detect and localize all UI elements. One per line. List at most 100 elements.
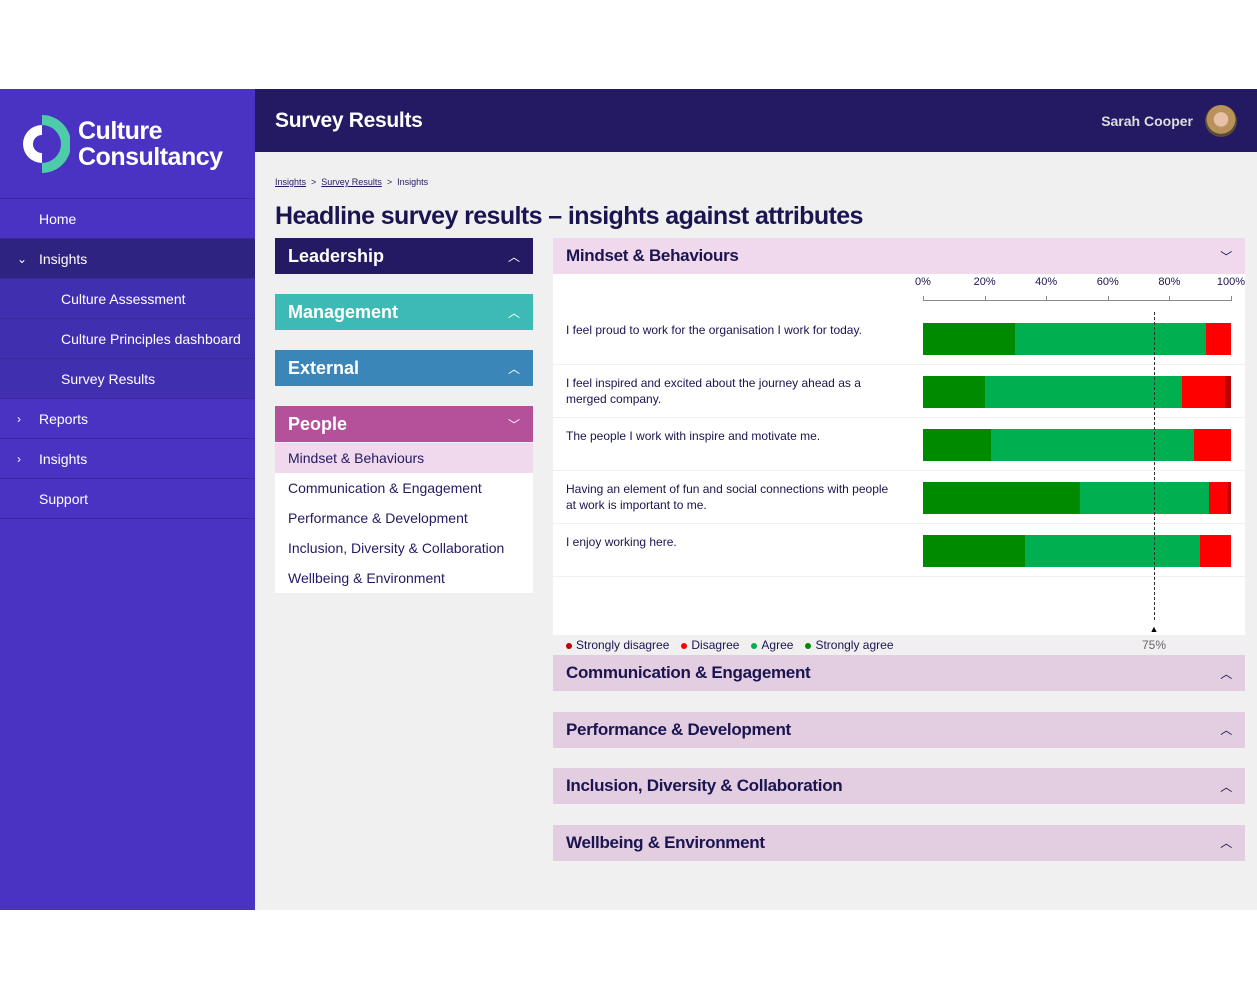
panel-title: Mindset & Behaviours [566,246,739,265]
stacked-bar [923,376,1231,408]
people-subitem[interactable]: Wellbeing & Environment [288,570,445,586]
chevron-up-icon: ︿ [1220,779,1232,794]
panel-title: Inclusion, Diversity & Collaboration [566,776,843,795]
question-label: I feel inspired and excited about the jo… [566,376,861,406]
sidebar: Culture Consultancy Home ⌄ Insights Culture … [0,89,255,910]
legend-item: Agree [751,638,799,652]
sidebar-item-insights[interactable]: ⌄ Insights [0,239,255,279]
x-tick-label: 40% [1035,276,1058,288]
x-tick-mark [1231,296,1232,301]
bar-segment-agree[interactable] [1024,535,1201,567]
sidebar-item-label: Reports [39,410,89,427]
breadcrumb-link-survey-results[interactable]: Survey Results [321,177,382,187]
bar-segment-disagree[interactable] [1209,482,1228,514]
sidebar-item-label: Home [39,210,77,227]
chevron-up-icon: ︿ [1220,723,1232,737]
stacked-bar [923,323,1231,355]
section-panel: Performance & Development ︿ [553,711,1245,748]
legend-label: Disagree [691,638,740,652]
legend-dot-icon [566,642,572,649]
legend-item: Disagree [681,638,745,652]
user-name[interactable]: Sarah Cooper [1101,112,1193,129]
page-title: Headline survey results – insights again… [275,202,863,230]
bar-segment-disagree[interactable] [1200,535,1231,567]
bar-segment-strongly-agree[interactable] [923,376,985,408]
x-tick-label: 100% [1216,276,1246,288]
chart-row: I feel proud to work for the organisatio… [553,312,1245,365]
bar-segment-strongly-agree[interactable] [923,482,1081,514]
sidebar-item-label: Insights [39,450,88,467]
brand-line2: Consultancy [78,142,223,171]
sidebar-item-reports[interactable]: › Reports [0,399,255,439]
sidebar-item-culture-principles-dashboard[interactable]: Culture Principles dashboard [0,319,255,359]
bar-segment-disagree[interactable] [1194,429,1231,461]
avatar[interactable] [1205,104,1237,137]
legend-label: Strongly disagree [576,638,670,652]
chevron-right-icon: › [17,411,21,426]
bar-segment-agree[interactable] [990,429,1195,461]
sidebar-item-label: Culture Assessment [61,290,186,307]
bar-segment-strongly-agree[interactable] [923,535,1025,567]
sidebar-item-label: Insights [39,250,88,267]
breadcrumb-link-insights[interactable]: Insights [275,177,307,187]
bar-segment-strongly-disagree[interactable] [1227,482,1231,514]
category-external[interactable]: External ︿ [275,350,533,386]
bar-segment-strongly-agree[interactable] [923,323,1016,355]
bar-segment-strongly-disagree[interactable] [1224,376,1231,408]
category-label: Leadership [288,245,385,266]
logo[interactable]: Culture Consultancy [0,89,255,199]
panel-header[interactable]: Performance & Development ︿ [553,711,1245,748]
top-bar: Survey Results Sarah Cooper [255,89,1257,152]
category-management[interactable]: Management ︿ [275,294,533,330]
sidebar-item-survey-results[interactable]: Survey Results [0,359,255,399]
bar-segment-disagree[interactable] [1181,376,1225,408]
panel-header[interactable]: Wellbeing & Environment ︿ [553,824,1245,861]
bar-segment-agree[interactable] [1080,482,1210,514]
stacked-bar [923,482,1231,514]
bar-segment-agree[interactable] [1015,323,1207,355]
legend-label: Strongly agree [815,638,894,652]
people-subitem[interactable]: Mindset & Behaviours [275,443,533,473]
brand-line1: Culture [78,116,162,145]
panel-header[interactable]: Mindset & Behaviours ﹀ [553,238,1245,274]
panel-header[interactable]: Communication & Engagement ︿ [553,655,1245,691]
stacked-bar [923,535,1231,567]
x-tick-mark [1107,296,1109,301]
question-label: Having an element of fun and social conn… [566,482,889,512]
bar-segment-strongly-agree[interactable] [923,429,991,461]
sidebar-item-home[interactable]: Home [0,199,255,239]
bar-segment-agree[interactable] [984,376,1182,408]
x-tick-label: 20% [973,276,996,288]
sidebar-item-support[interactable]: Support [0,479,255,519]
sidebar-item-label: Culture Principles dashboard [61,330,241,347]
people-subitem[interactable]: Inclusion, Diversity & Collaboration [288,540,505,556]
people-subitem[interactable]: Communication & Engagement [288,480,482,496]
chart-row: I enjoy working here. [553,524,1245,577]
category-leadership[interactable]: Leadership ︿ [275,238,533,274]
breadcrumb-current: Insights [397,177,429,187]
section-panel: Inclusion, Diversity & Collaboration ︿ [553,768,1245,804]
chevron-up-icon: ︿ [507,249,520,264]
legend: Strongly disagree Disagree Agree Strongly a… [566,638,906,652]
chevron-up-icon: ︿ [507,305,520,320]
stacked-bar-chart: 0% 20% 40% 60% 80% 100% I feel proud to work f… [553,274,1246,652]
x-tick-mark [1169,296,1171,301]
sidebar-nav: Home ⌄ Insights Culture Assessment Culture P… [0,199,255,519]
x-tick-label: 0% [915,276,931,288]
sidebar-item-insights[interactable]: › Insights [0,439,255,479]
category-people[interactable]: People ﹀ [275,406,533,442]
legend-dot-icon [805,642,812,649]
logo-mark-icon [23,114,70,173]
sidebar-item-culture-assessment[interactable]: Culture Assessment [0,279,255,319]
x-tick-label: 80% [1158,276,1181,288]
chevron-up-icon: ︿ [507,361,520,376]
panel-header[interactable]: Inclusion, Diversity & Collaboration ︿ [553,768,1245,804]
people-subitem[interactable]: Performance & Development [288,510,468,526]
legend-item: Strongly disagree [566,638,675,652]
chevron-right-icon: › [17,451,21,466]
target-marker-icon: ▲ [1149,624,1159,634]
bar-segment-disagree[interactable] [1206,323,1231,355]
section-panel: Communication & Engagement ︿ [553,655,1245,691]
question-label: I enjoy working here. [566,535,677,549]
header-title: Survey Results [275,108,423,132]
